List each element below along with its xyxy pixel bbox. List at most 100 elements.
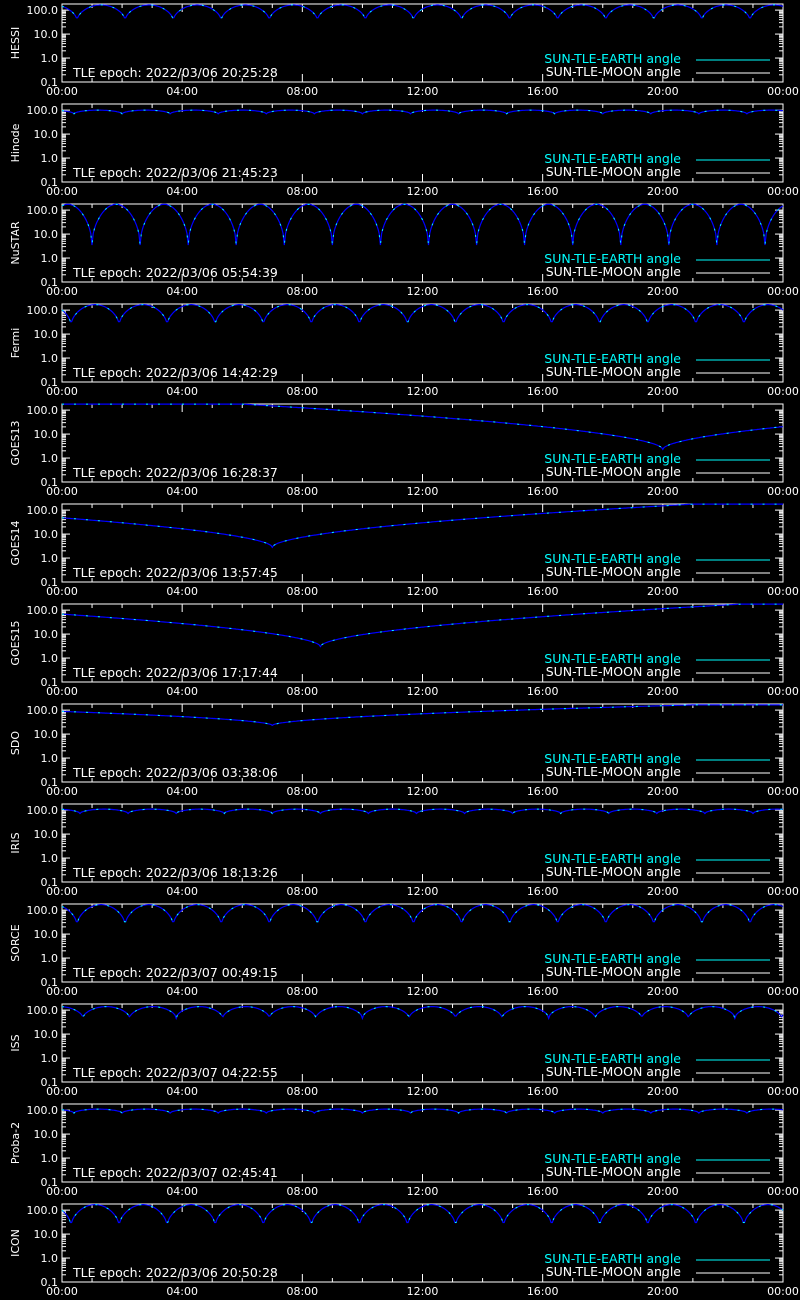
x-tick-label: 16:00 xyxy=(527,1085,559,1098)
legend-moon-label: SUN-TLE-MOON angle xyxy=(546,564,682,579)
y-tick-label: 10.0 xyxy=(34,228,59,241)
y-tick-label: 10.0 xyxy=(34,1228,59,1241)
legend-moon-label: SUN-TLE-MOON angle xyxy=(546,1064,682,1079)
sun-tle-earth-angle-highlight xyxy=(61,904,784,923)
satellite-label: HESSI xyxy=(9,27,22,59)
x-tick-label: 16:00 xyxy=(527,285,559,298)
x-tick-label: 08:00 xyxy=(286,385,318,398)
y-tick-label: 100.0 xyxy=(27,804,59,817)
x-tick-label: 20:00 xyxy=(647,885,679,898)
y-tick-label: 0.1 xyxy=(41,676,59,689)
sun-tle-earth-angle-highlight xyxy=(61,304,784,323)
x-tick-label: 12:00 xyxy=(407,1285,439,1298)
legend-moon-label: SUN-TLE-MOON angle xyxy=(546,164,682,179)
panel-goes15: 100.010.01.00.100:00 04:00 08:00 12:00 16:00… xyxy=(9,603,799,698)
x-tick-label: 16:00 xyxy=(527,685,559,698)
satellite-label: GOES15 xyxy=(9,620,22,665)
panel-hessi: 100.010.01.00.100:00 04:00 08:00 12:00 16:00… xyxy=(9,3,799,98)
y-tick-label: 10.0 xyxy=(34,728,59,741)
x-tick-label: 08:00 xyxy=(286,485,318,498)
y-tick-label: 10.0 xyxy=(34,928,59,941)
x-tick-label: 20:00 xyxy=(647,185,679,198)
x-tick-label: 12:00 xyxy=(407,485,439,498)
y-tick-label: 100.0 xyxy=(27,4,59,17)
y-tick-label: 0.1 xyxy=(41,776,59,789)
legend-moon-label: SUN-TLE-MOON angle xyxy=(546,364,682,379)
x-tick-label: 12:00 xyxy=(407,285,439,298)
x-tick-label: 16:00 xyxy=(527,985,559,998)
sun-tle-earth-angle-line xyxy=(61,109,784,115)
tle-epoch-text: TLE epoch: 2022/03/06 13:57:45 xyxy=(72,565,278,580)
y-tick-label: 10.0 xyxy=(34,1128,59,1141)
x-tick-label: 00:00 xyxy=(46,385,78,398)
x-tick-label: 20:00 xyxy=(647,1285,679,1298)
x-tick-label: 20:00 xyxy=(647,1185,679,1198)
y-tick-label: 100.0 xyxy=(27,1004,59,1017)
y-tick-label: 10.0 xyxy=(34,628,59,641)
legend-earth-label: SUN-TLE-EARTH angle xyxy=(544,351,681,366)
y-tick-label: 1.0 xyxy=(41,752,59,765)
x-tick-label: 00:00 xyxy=(767,585,799,598)
satellite-label: ICON xyxy=(9,1229,22,1257)
x-tick-label: 04:00 xyxy=(166,185,198,198)
y-tick-label: 100.0 xyxy=(27,404,59,417)
y-tick-label: 0.1 xyxy=(41,1176,59,1189)
legend-earth-label: SUN-TLE-EARTH angle xyxy=(544,251,681,266)
x-tick-label: 12:00 xyxy=(407,1185,439,1198)
tle-epoch-text: TLE epoch: 2022/03/06 20:50:28 xyxy=(72,1265,278,1280)
x-tick-label: 16:00 xyxy=(527,1185,559,1198)
y-tick-label: 10.0 xyxy=(34,1028,59,1041)
x-tick-label: 04:00 xyxy=(166,685,198,698)
y-tick-label: 10.0 xyxy=(34,28,59,41)
panel-goes14: 100.010.01.00.100:00 04:00 08:00 12:00 16:00… xyxy=(9,503,799,598)
x-tick-label: 08:00 xyxy=(286,1285,318,1298)
x-tick-label: 12:00 xyxy=(407,685,439,698)
y-tick-label: 0.1 xyxy=(41,476,59,489)
x-tick-label: 08:00 xyxy=(286,185,318,198)
tle-epoch-text: TLE epoch: 2022/03/06 18:13:26 xyxy=(72,865,278,880)
y-tick-label: 0.1 xyxy=(41,976,59,989)
satellite-label: NuSTAR xyxy=(9,221,22,265)
x-tick-label: 00:00 xyxy=(767,885,799,898)
x-tick-label: 08:00 xyxy=(286,585,318,598)
x-tick-label: 04:00 xyxy=(166,285,198,298)
x-tick-label: 04:00 xyxy=(166,385,198,398)
x-tick-label: 20:00 xyxy=(647,785,679,798)
x-tick-label: 20:00 xyxy=(647,85,679,98)
x-tick-label: 00:00 xyxy=(767,185,799,198)
satellite-label: GOES13 xyxy=(9,420,22,465)
y-tick-label: 100.0 xyxy=(27,1104,59,1117)
panel-icon: 100.010.01.00.100:00 04:00 08:00 12:00 16:00… xyxy=(9,1203,799,1298)
x-tick-label: 04:00 xyxy=(166,785,198,798)
y-tick-label: 0.1 xyxy=(41,576,59,589)
legend-moon-label: SUN-TLE-MOON angle xyxy=(546,664,682,679)
tle-epoch-text: TLE epoch: 2022/03/06 21:45:23 xyxy=(72,165,278,180)
sun-tle-earth-angle-highlight xyxy=(61,203,784,246)
panel-sdo: 100.010.01.00.100:00 04:00 08:00 12:00 16:00… xyxy=(9,703,799,798)
x-tick-label: 00:00 xyxy=(767,485,799,498)
y-tick-label: 0.1 xyxy=(41,276,59,289)
legend-earth-label: SUN-TLE-EARTH angle xyxy=(544,1151,681,1166)
x-tick-label: 12:00 xyxy=(407,85,439,98)
x-tick-label: 08:00 xyxy=(286,1185,318,1198)
satellite-label: ISS xyxy=(9,1034,22,1051)
y-tick-label: 100.0 xyxy=(27,504,59,517)
x-tick-label: 00:00 xyxy=(767,985,799,998)
legend-earth-label: SUN-TLE-EARTH angle xyxy=(544,1051,681,1066)
y-tick-label: 0.1 xyxy=(41,1276,59,1289)
x-tick-label: 08:00 xyxy=(286,785,318,798)
legend-earth-label: SUN-TLE-EARTH angle xyxy=(544,851,681,866)
x-tick-label: 20:00 xyxy=(647,585,679,598)
sun-tle-earth-angle-highlight xyxy=(62,403,784,451)
y-tick-label: 100.0 xyxy=(27,704,59,717)
y-tick-label: 10.0 xyxy=(34,828,59,841)
panel-sorce: 100.010.01.00.100:00 04:00 08:00 12:00 16:00… xyxy=(9,903,799,998)
panel-proba-2: 100.010.01.00.100:00 04:00 08:00 12:00 16:00… xyxy=(9,1103,799,1198)
y-tick-label: 10.0 xyxy=(34,428,59,441)
satellite-label: Hinode xyxy=(9,123,22,162)
satellite-label: Fermi xyxy=(9,328,22,359)
x-tick-label: 20:00 xyxy=(647,1085,679,1098)
legend-moon-label: SUN-TLE-MOON angle xyxy=(546,264,682,279)
legend-moon-label: SUN-TLE-MOON angle xyxy=(546,1164,682,1179)
y-tick-label: 100.0 xyxy=(27,1204,59,1217)
